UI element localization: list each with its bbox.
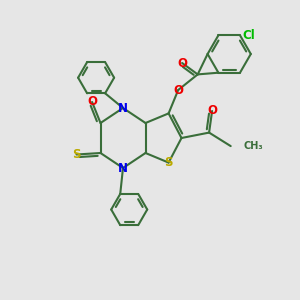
Text: S: S xyxy=(164,156,173,169)
Text: N: N xyxy=(118,161,128,175)
Text: N: N xyxy=(118,101,128,115)
Text: S: S xyxy=(72,148,81,161)
Text: Cl: Cl xyxy=(242,29,255,42)
Text: O: O xyxy=(173,83,183,97)
Text: O: O xyxy=(177,56,187,70)
Text: O: O xyxy=(87,95,97,109)
Text: O: O xyxy=(207,104,217,118)
Text: CH₃: CH₃ xyxy=(243,141,263,151)
